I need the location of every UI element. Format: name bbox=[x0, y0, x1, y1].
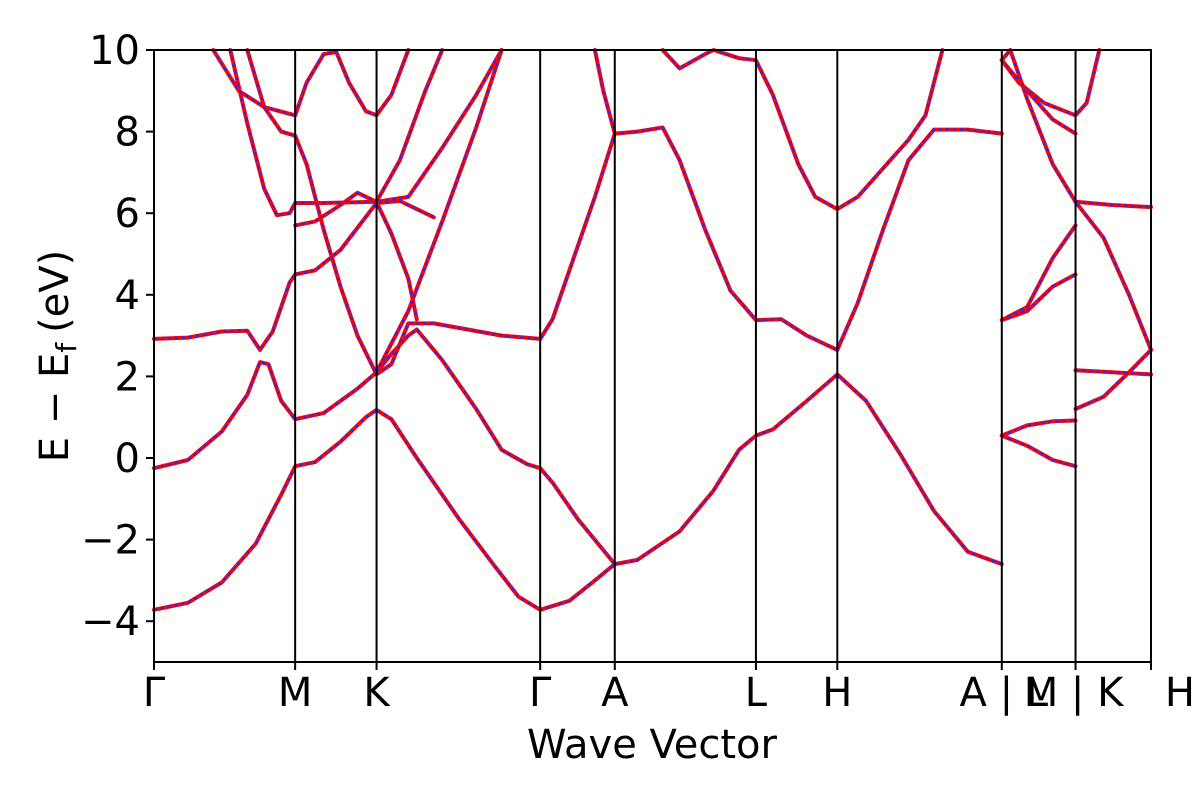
x-tick-label: Γ bbox=[143, 670, 166, 716]
band-overlay-1 bbox=[153, 328, 616, 565]
band-line-1 bbox=[152, 327, 617, 567]
y-tick-label: 4 bbox=[115, 273, 140, 319]
y-axis-label-sub: f bbox=[50, 342, 83, 353]
high-symmetry-lines bbox=[294, 50, 1077, 662]
band-overlay-19 bbox=[1075, 200, 1152, 209]
band-overlay-14 bbox=[1001, 224, 1077, 322]
band-overlay-7 bbox=[375, 49, 444, 203]
y-tick-label: 10 bbox=[89, 28, 140, 74]
band-overlay-0 bbox=[153, 373, 1003, 612]
y-tick-label: −4 bbox=[81, 599, 140, 645]
band-line-8 bbox=[374, 48, 504, 375]
band-line-12 bbox=[999, 433, 1078, 469]
x-tick-label: M bbox=[278, 670, 313, 716]
y-tick-label: −2 bbox=[81, 518, 140, 564]
y-tick-label: 2 bbox=[115, 354, 140, 400]
x-tick-label: Γ bbox=[529, 670, 552, 716]
band-line-11 bbox=[999, 418, 1078, 438]
x-axis-label: Wave Vector bbox=[527, 722, 778, 768]
band-overlay-9 bbox=[593, 49, 617, 134]
x-tick-label: H bbox=[822, 670, 852, 716]
band-overlay-20 bbox=[1075, 349, 1152, 411]
y-axis-label-unit: (eV) bbox=[32, 250, 78, 333]
y-tick-label: 8 bbox=[115, 110, 140, 156]
y-tick-label: 6 bbox=[115, 191, 140, 237]
y-axis-label-main: E − E bbox=[32, 353, 78, 463]
y-axis-label: E − Ef (eV) bbox=[32, 250, 83, 463]
band-line-20 bbox=[1073, 347, 1153, 411]
band-overlay-21 bbox=[1075, 369, 1152, 376]
band-line-2 bbox=[152, 199, 436, 352]
band-line-6 bbox=[293, 190, 419, 322]
band-overlay-10 bbox=[661, 48, 944, 211]
bands-layer bbox=[152, 48, 1153, 612]
band-overlay-16 bbox=[1000, 59, 1077, 135]
band-overlay-17 bbox=[1009, 49, 1153, 351]
x-tick-label: H bbox=[1165, 670, 1195, 716]
x-tick-label: L bbox=[745, 670, 768, 716]
x-tick-label: M | K bbox=[1024, 670, 1125, 716]
y-ticks: −4 −2 0 2 4 6 8 10 bbox=[81, 28, 154, 645]
x-tick-label: A bbox=[601, 670, 629, 716]
plot-frame bbox=[153, 49, 1152, 663]
y-tick-label: 0 bbox=[115, 436, 140, 482]
band-overlay-18 bbox=[1000, 49, 1012, 62]
band-overlay-4 bbox=[246, 49, 1002, 376]
band-overlay-11 bbox=[1001, 419, 1076, 437]
x-tick-label: K bbox=[363, 670, 391, 716]
band-overlay-3 bbox=[229, 49, 503, 217]
band-overlay-2 bbox=[153, 199, 435, 352]
band-overlay-13 bbox=[1001, 273, 1077, 322]
x-ticks: Γ M K Γ A L H A | LM | K H bbox=[143, 662, 1195, 716]
band-line-3 bbox=[228, 48, 504, 218]
x-tick-label: A | L bbox=[960, 670, 1049, 716]
band-overlay-5 bbox=[212, 49, 410, 117]
